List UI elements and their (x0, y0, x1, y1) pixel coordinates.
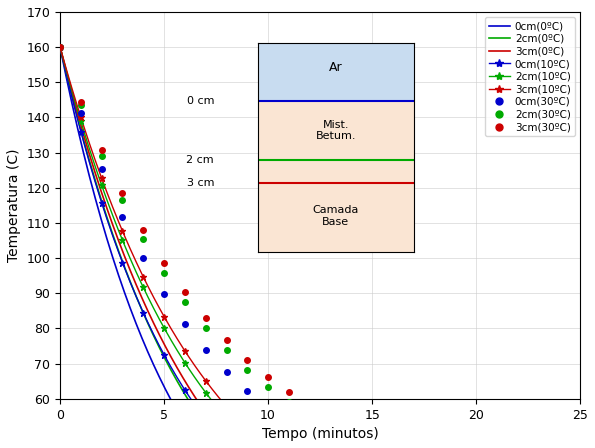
X-axis label: Tempo (minutos): Tempo (minutos) (262, 427, 378, 441)
Legend: 0cm(0ºC), 2cm(0ºC), 3cm(0ºC), 0cm(10ºC), 2cm(10ºC), 3cm(10ºC), 0cm(30ºC), 2cm(30: 0cm(0ºC), 2cm(0ºC), 3cm(0ºC), 0cm(10ºC),… (485, 17, 575, 136)
Y-axis label: Temperatura (C): Temperatura (C) (7, 149, 21, 262)
